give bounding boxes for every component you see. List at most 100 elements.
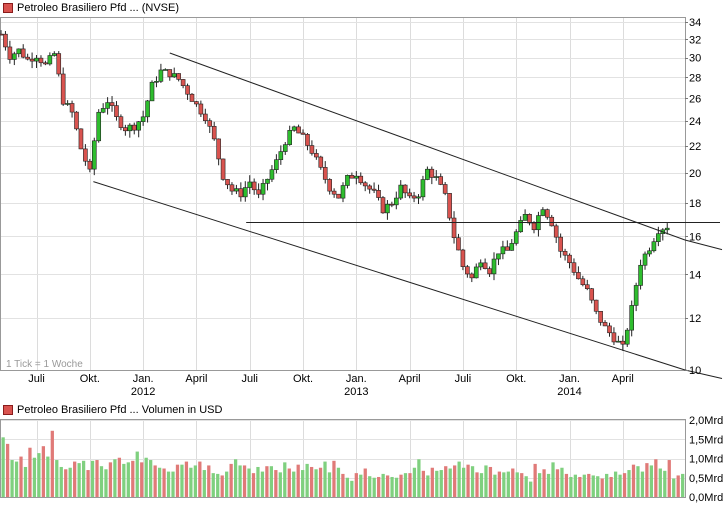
candle-up bbox=[105, 102, 110, 109]
volume-bar-down bbox=[408, 473, 412, 497]
price-ytick-label: 34 bbox=[689, 17, 701, 29]
volume-bar-up bbox=[448, 468, 452, 497]
volume-bar-down bbox=[430, 467, 434, 497]
candle-up bbox=[100, 108, 106, 113]
candle-down bbox=[300, 132, 306, 135]
volume-bar-down bbox=[676, 475, 680, 497]
candle-down bbox=[482, 262, 488, 269]
volume-bar-down bbox=[265, 466, 269, 497]
candle-down bbox=[349, 175, 355, 179]
volume-bar-up bbox=[546, 473, 551, 497]
candle-up bbox=[12, 53, 17, 60]
candle-up bbox=[393, 197, 399, 206]
candle-down bbox=[358, 175, 364, 184]
x-year-label: 2014 bbox=[557, 386, 581, 398]
candle-down bbox=[29, 58, 35, 62]
volume-bars bbox=[1, 430, 685, 497]
candle-down bbox=[553, 225, 559, 238]
candle-down bbox=[584, 284, 590, 290]
volume-legend: Petroleo Brasiliero Pfd ... Volumen in U… bbox=[3, 403, 222, 417]
volume-bar-up bbox=[681, 473, 685, 497]
x-year-label: 2013 bbox=[344, 386, 368, 398]
volume-bar-down bbox=[28, 447, 32, 497]
volume-bar-down bbox=[377, 476, 381, 497]
candle-down bbox=[314, 153, 319, 158]
volume-bar-up bbox=[412, 467, 417, 497]
candle-up bbox=[145, 100, 150, 118]
volume-bar-up bbox=[649, 465, 654, 497]
candle-up bbox=[65, 103, 70, 105]
volume-bar-up bbox=[605, 473, 609, 497]
volume-bar-down bbox=[600, 478, 604, 497]
candle-up bbox=[340, 185, 346, 199]
volume-bar-down bbox=[363, 468, 367, 497]
volume-ytick-label: 2,0Mrd bbox=[689, 415, 723, 427]
volume-bar-up bbox=[135, 451, 139, 497]
x-month-tick-label: Jan. bbox=[346, 373, 367, 385]
candle-down bbox=[527, 214, 532, 224]
price-panel: 10 12 14 16 18 20 22 24 26 28 30 32 34 Juli Okt. Jan. A… bbox=[0, 17, 723, 398]
candle-down bbox=[78, 128, 84, 150]
volume-bar-up bbox=[515, 472, 519, 497]
volume-bar-up bbox=[368, 476, 372, 497]
volume-bar-up bbox=[470, 466, 475, 497]
candle-up bbox=[163, 69, 168, 71]
candle-up bbox=[154, 81, 159, 83]
candle-down bbox=[225, 179, 230, 186]
candle-up bbox=[647, 250, 652, 255]
volume-bar-down bbox=[251, 473, 256, 497]
volume-bar-down bbox=[108, 462, 113, 497]
volume-bar-up bbox=[305, 463, 309, 497]
candle-down bbox=[56, 53, 62, 75]
candle-down bbox=[380, 197, 386, 214]
candle-down bbox=[176, 73, 181, 80]
volume-bar-up bbox=[627, 470, 631, 497]
volume-bar-up bbox=[211, 473, 215, 497]
volume-bar-up bbox=[359, 474, 363, 497]
candle-down bbox=[251, 181, 257, 191]
candle-up bbox=[518, 220, 523, 233]
volume-bar-up bbox=[301, 470, 305, 497]
volume-bar-down bbox=[622, 473, 627, 497]
price-ytick-label: 20 bbox=[689, 168, 701, 180]
candle-down bbox=[207, 120, 213, 127]
volume-bar-up bbox=[596, 476, 600, 497]
volume-bar-down bbox=[19, 456, 23, 497]
candle-up bbox=[260, 183, 266, 195]
volume-bar-up bbox=[247, 468, 251, 497]
candle-down bbox=[593, 299, 599, 312]
volume-bar-up bbox=[618, 474, 622, 497]
candle-down bbox=[0, 33, 4, 36]
candle-up bbox=[540, 209, 546, 216]
candle-down bbox=[87, 160, 93, 170]
volume-bar-up bbox=[403, 473, 408, 497]
candle-down bbox=[598, 310, 603, 323]
candle-down bbox=[198, 103, 204, 115]
candle-down bbox=[389, 203, 395, 206]
volume-bar-up bbox=[68, 467, 72, 497]
volume-bar-down bbox=[354, 473, 358, 497]
candle-up bbox=[420, 179, 426, 198]
candle-up bbox=[127, 124, 133, 132]
candle-up bbox=[51, 53, 57, 56]
volume-bar-up bbox=[55, 460, 59, 497]
volume-bar-up bbox=[524, 476, 528, 497]
x-month-tick-label: Jan. bbox=[559, 373, 580, 385]
volume-bar-up bbox=[157, 467, 162, 497]
volume-bar-up bbox=[193, 465, 198, 497]
volume-bar-up bbox=[14, 461, 19, 497]
volume-bar-up bbox=[180, 464, 184, 497]
price-ytick-label: 26 bbox=[689, 93, 701, 105]
volume-bar-up bbox=[189, 467, 193, 497]
price-ytick-label: 32 bbox=[689, 34, 701, 46]
volume-bar-down bbox=[542, 469, 546, 497]
volume-bar-up bbox=[202, 470, 206, 497]
volume-bar-up bbox=[479, 473, 484, 497]
candle-down bbox=[305, 134, 310, 146]
volume-bar-down bbox=[95, 460, 99, 497]
candle-down bbox=[131, 124, 137, 131]
candle-up bbox=[509, 243, 515, 251]
lower-channel-extension bbox=[684, 369, 723, 379]
candle-down bbox=[549, 216, 555, 227]
price-legend-label: Petroleo Brasiliero Pfd ... (NVSE) bbox=[17, 2, 180, 14]
